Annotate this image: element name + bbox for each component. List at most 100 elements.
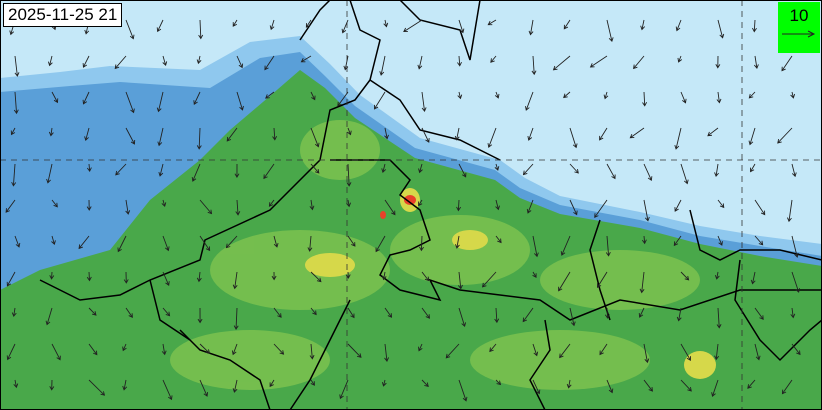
wind-arrow [225,235,238,249]
wind-arrow [457,91,463,100]
wind-arrow [494,163,500,171]
wind-arrow [310,127,320,148]
wind-arrow [603,91,609,100]
wind-arrow [5,199,16,213]
wind-arrow [46,163,53,184]
wind-arrow [11,307,17,318]
wind-arrow [495,235,502,244]
wind-arrow [6,271,16,287]
wind-arrow [532,343,539,357]
wind-arrow [606,19,614,43]
wind-arrow [86,163,92,173]
wind-arrow [714,343,720,361]
wind-arrow [161,199,167,208]
wind-arrow [495,379,502,386]
wind-arrow [563,19,571,30]
wind-arrow [82,55,90,68]
wind-arrow [643,163,653,182]
wind-arrow [752,19,757,33]
reference-vector-value: 10 [789,6,809,25]
wind-arrow [522,307,534,323]
wind-arrow [456,199,462,212]
wind-arrow [115,163,127,176]
vector-legend: 10 [778,2,820,53]
wind-arrow [458,19,465,34]
wind-arrow [122,379,128,391]
wind-arrow [711,379,719,398]
wind-arrow [14,235,21,248]
wind-arrow [599,343,608,356]
wind-arrow [487,19,497,26]
wind-arrow [527,127,534,141]
wind-arrow [754,199,766,216]
wind-arrow [48,127,54,137]
wind-arrow [310,163,320,174]
wind-arrow [125,19,135,40]
wind-arrow [754,235,764,246]
wind-arrow [307,235,313,252]
wind-arrow [790,91,796,99]
wind-arrow [88,307,97,316]
wind-arrow [161,343,167,356]
wind-arrow [418,163,423,174]
wind-arrow [606,163,616,180]
wind-arrow [196,271,202,283]
wind-arrow [265,91,275,99]
wind-arrow [559,343,571,359]
wind-arrow [13,379,19,389]
wind-arrow [421,91,427,112]
wind-arrow [589,55,608,68]
wind-arrow [417,55,423,70]
wind-arrow [381,379,387,387]
wind-arrow [680,271,690,281]
wind-arrow [347,235,356,247]
wind-arrow [781,55,793,72]
wind-arrow [604,307,610,319]
wind-arrow [791,235,799,258]
wind-arrow [487,127,497,148]
wind-arrow [226,127,238,142]
timestamp-label: 2025-11-25 21 [3,3,123,27]
wind-arrow [11,163,17,187]
wind-arrow [494,307,500,324]
wind-arrow [114,55,127,70]
wind-arrow [45,307,53,326]
wind-arrow [680,343,691,361]
wind-arrow [88,343,98,356]
wind-arrow [716,91,722,104]
wind-arrow [346,163,352,187]
wind-arrow [633,55,645,70]
wind-arrow [162,235,170,252]
wind-arrow [343,55,349,71]
wind-arrow [197,307,203,324]
wind-arrow [454,127,460,141]
red-patches [380,195,416,219]
wind-arrow [269,379,275,388]
wind-arrow [560,235,571,256]
wind-arrow [715,55,721,69]
reference-arrow-icon [782,30,816,38]
wind-arrow [445,343,460,359]
wind-arrow [263,163,275,180]
wind-arrow [563,91,571,99]
wind-arrow [566,379,572,389]
wind-arrow [421,307,431,319]
wind-arrow [234,163,240,178]
wind-arrow [531,55,537,76]
wind-arrow [569,127,578,149]
wind-arrow [375,235,386,253]
wind-arrow [309,199,315,211]
wind-arrow [236,91,244,111]
wind-arrow [162,55,168,67]
wind-arrow [123,271,129,284]
wind-arrow [680,379,692,392]
wind-arrow [233,307,239,330]
wind-arrow [490,55,497,63]
wind-arrow [639,271,645,294]
wind-arrow [419,235,424,252]
wind-arrow [232,271,238,290]
wind-arrow [117,235,127,253]
wind-arrow [199,235,211,252]
wind-arrow [236,55,244,69]
